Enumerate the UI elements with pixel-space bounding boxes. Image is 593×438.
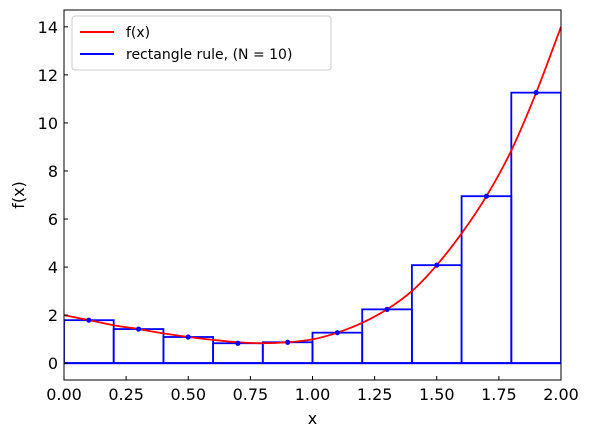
legend: f(x) rectangle rule, (N = 10) <box>71 15 332 71</box>
y-tick-label: 6 <box>48 210 58 229</box>
rectangle-bar <box>162 336 214 365</box>
y-axis-ticks: 0 2 4 6 8 10 12 14 <box>38 18 68 373</box>
midpoint-marker <box>135 326 142 332</box>
y-tick-label: 10 <box>38 114 58 133</box>
midpoint-marker <box>483 193 490 199</box>
rectangle-bar <box>261 341 314 365</box>
x-tick-label: 2.00 <box>543 385 579 404</box>
legend-box <box>71 15 332 71</box>
y-tick-label: 14 <box>38 18 58 37</box>
midpoint-marker <box>434 262 440 268</box>
midpoint-marker <box>533 90 539 96</box>
legend-label-fx: f(x) <box>126 25 150 41</box>
x-tick-label: 1.75 <box>481 385 517 404</box>
x-axis-ticks: 0.00 0.25 0.50 0.75 1.00 1.25 1.50 1.75 2.00 <box>46 376 579 404</box>
rectangle-bar <box>112 328 165 365</box>
x-tick-label: 1.00 <box>295 385 331 404</box>
y-tick-label: 8 <box>48 162 58 181</box>
midpoint-marker <box>185 334 191 340</box>
x-tick-label: 0.25 <box>108 385 144 404</box>
y-tick-label: 2 <box>48 306 58 325</box>
y-axis-label: f(x) <box>9 181 28 209</box>
fx-curve <box>64 26 561 345</box>
midpoint-marker <box>235 340 241 346</box>
midpoint-marker <box>384 306 390 312</box>
midpoint-marker <box>285 339 291 345</box>
x-axis-label: x <box>308 409 317 428</box>
rectangle-bar <box>460 195 513 365</box>
rectangle-bar <box>64 319 115 365</box>
rectangle-bar <box>212 342 264 365</box>
x-tick-label: 1.50 <box>419 385 455 404</box>
midpoint-marker <box>86 317 92 323</box>
y-tick-label: 0 <box>48 354 58 373</box>
rectangle-bar <box>361 308 413 365</box>
midpoint-marker <box>334 330 340 336</box>
x-tick-label: 0.00 <box>46 385 82 404</box>
y-tick-label: 4 <box>48 258 58 277</box>
plot-area <box>64 26 561 365</box>
x-tick-label: 0.75 <box>233 385 269 404</box>
y-tick-label: 12 <box>38 66 58 85</box>
legend-label-rectangle-rule: rectangle rule, (N = 10) <box>126 47 292 63</box>
rectangle-bar <box>410 264 463 365</box>
x-tick-label: 0.50 <box>170 385 206 404</box>
x-tick-label: 1.25 <box>357 385 393 404</box>
